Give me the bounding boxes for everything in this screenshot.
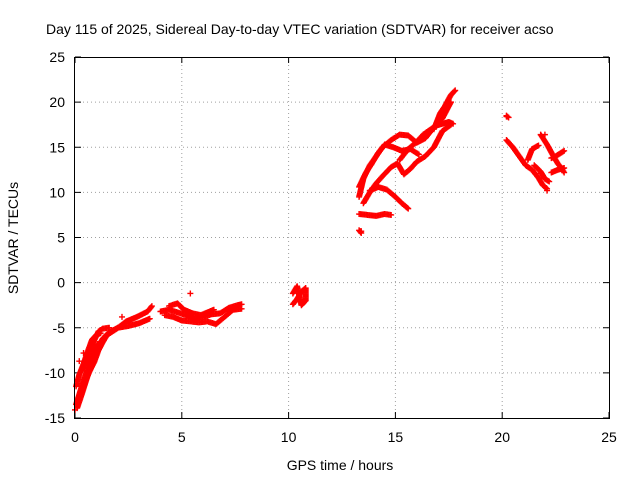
data-point — [544, 187, 551, 194]
y-axis-label: SDTVAR / TECUs — [5, 182, 21, 294]
data-point — [80, 350, 87, 357]
data-point — [238, 305, 245, 312]
data-point — [535, 142, 542, 149]
data-point — [106, 324, 113, 331]
x-tick-label: 10 — [281, 429, 297, 445]
x-axis-label: GPS time / hours — [287, 457, 394, 473]
y-tick-label: 25 — [49, 49, 65, 65]
data-point — [187, 290, 194, 297]
data-point — [450, 120, 457, 127]
data-point — [404, 204, 411, 211]
y-tick-label: -10 — [45, 365, 65, 381]
data-point — [118, 313, 125, 320]
data-point — [503, 113, 510, 120]
grid — [75, 57, 609, 418]
data-point — [415, 151, 422, 158]
y-tick-label: 20 — [49, 94, 65, 110]
y-tick-label: -5 — [53, 320, 66, 336]
y-tick-label: 5 — [57, 230, 65, 246]
axis-ticks: 0 5 10 15 20 25 -15 -10 -5 0 5 10 15 20 25 — [45, 49, 617, 445]
data-point — [76, 358, 83, 365]
data-point — [148, 303, 155, 310]
data-point — [452, 87, 459, 94]
x-tick-label: 20 — [494, 429, 510, 445]
x-tick-label: 25 — [601, 429, 617, 445]
x-tick-label: 15 — [388, 429, 404, 445]
data-point — [146, 315, 153, 322]
x-tick-label: 5 — [178, 429, 186, 445]
data-point — [405, 205, 412, 212]
y-tick-label: 15 — [49, 139, 65, 155]
data-point — [388, 211, 395, 218]
data-point — [358, 228, 365, 235]
data-point — [210, 306, 217, 313]
chart-title: Day 115 of 2025, Sidereal Day-to-day VTE… — [46, 21, 554, 37]
x-tick-label: 0 — [71, 429, 79, 445]
data-point — [94, 340, 101, 347]
data-point — [148, 303, 155, 310]
data-point — [537, 170, 544, 177]
data-point — [451, 88, 458, 95]
y-tick-label: 0 — [57, 275, 65, 291]
data-point — [357, 229, 364, 236]
y-tick-label: -15 — [45, 410, 65, 426]
data-points — [72, 87, 568, 413]
data-point — [561, 165, 568, 172]
data-point — [546, 178, 553, 185]
y-tick-label: 10 — [49, 184, 65, 200]
data-point — [289, 290, 296, 297]
data-point — [541, 131, 548, 138]
data-point — [561, 147, 568, 154]
plot-frame — [74, 57, 610, 419]
